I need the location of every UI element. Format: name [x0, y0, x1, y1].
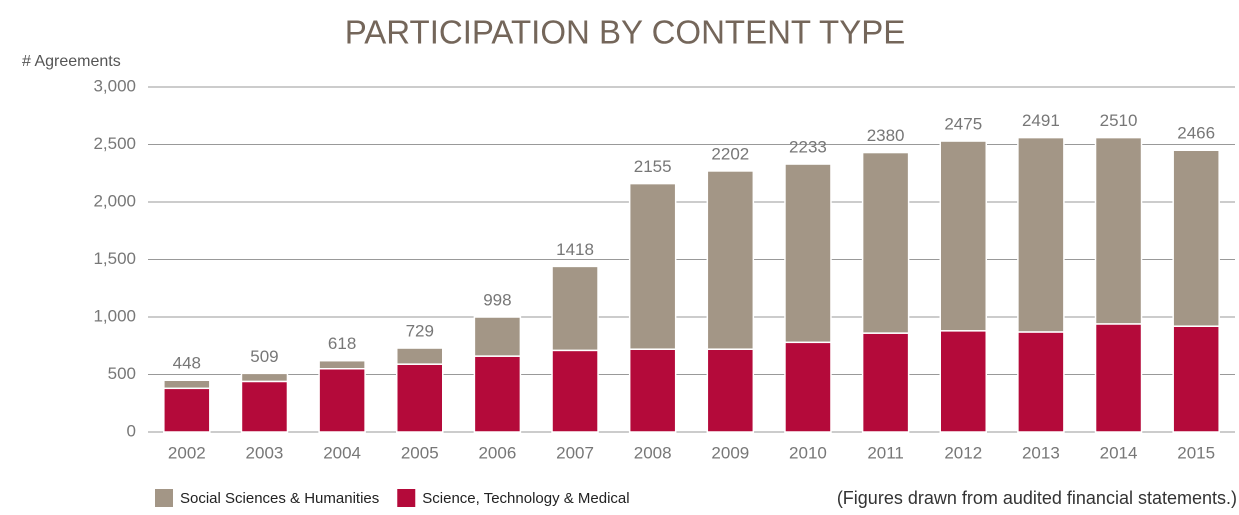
bar-segment [396, 363, 444, 433]
total-label: 729 [406, 322, 434, 341]
y-tick-label: 2,500 [93, 134, 136, 153]
bar-segment [1017, 331, 1065, 433]
chart-title: PARTICIPATION BY CONTENT TYPE [345, 14, 906, 51]
bar-segment [1094, 323, 1143, 433]
x-tick-label: 2014 [1100, 443, 1138, 462]
total-label: 2155 [634, 157, 672, 176]
total-label: 2491 [1022, 111, 1060, 130]
bar-segment [784, 341, 832, 433]
y-tick-label: 500 [108, 364, 136, 383]
total-label: 1418 [556, 240, 594, 259]
x-tick-label: 2006 [478, 443, 516, 462]
x-tick-label: 2013 [1022, 443, 1060, 462]
bar-segment [1017, 136, 1065, 333]
bar-segment [551, 265, 599, 352]
bar-segment [396, 347, 444, 365]
y-axis-label: # Agreements [22, 53, 121, 70]
bar-segment [1172, 149, 1220, 327]
bar-segment [784, 163, 832, 344]
y-tick-label: 2,000 [93, 191, 136, 210]
x-tick-label: 2007 [556, 443, 594, 462]
y-tick-label: 1,000 [93, 306, 136, 325]
x-tick-label: 2002 [168, 443, 206, 462]
bar-segment [473, 316, 522, 357]
bar-segment [318, 359, 366, 370]
total-label: 998 [483, 290, 511, 309]
bar-segment [939, 140, 987, 332]
bar-segment [240, 380, 289, 433]
x-tick-label: 2003 [246, 443, 284, 462]
total-label: 2202 [711, 144, 749, 163]
bar-segment [861, 332, 910, 433]
total-label: 2475 [944, 115, 982, 134]
x-tick-label: 2005 [401, 443, 439, 462]
bar-segment [163, 379, 211, 390]
x-tick-label: 2011 [867, 443, 904, 462]
y-tick-label: 1,500 [93, 249, 136, 268]
bar-segment [1172, 325, 1220, 433]
bar-segment [861, 151, 910, 334]
x-tick-label: 2008 [634, 443, 672, 462]
total-label: 618 [328, 334, 356, 353]
total-label: 2466 [1177, 124, 1215, 143]
bar-segment [1094, 136, 1143, 325]
y-tick-label: 0 [127, 421, 136, 440]
bar-segment [706, 170, 755, 350]
bar-segment [240, 372, 289, 383]
x-tick-label: 2010 [789, 443, 827, 462]
x-tick-label: 2004 [323, 443, 361, 462]
total-label: 2510 [1100, 111, 1138, 130]
total-label: 509 [250, 347, 278, 366]
x-tick-label: 2009 [711, 443, 749, 462]
legend-label: Social Sciences & Humanities [180, 490, 379, 507]
note: (Figures drawn from audited financial st… [837, 488, 1237, 508]
bar-segment [628, 182, 677, 350]
total-label: 2380 [867, 126, 905, 145]
legend-label: Science, Technology & Medical [422, 490, 629, 507]
x-tick-label: 2012 [944, 443, 982, 462]
legend-swatch [155, 489, 173, 507]
bar-segment [628, 348, 677, 433]
bar-segment [318, 368, 366, 433]
y-tick-label: 3,000 [93, 76, 136, 95]
bar-segment [706, 348, 755, 433]
bar-segment [163, 387, 211, 433]
total-label: 448 [173, 354, 201, 373]
bar-segment [939, 330, 987, 433]
x-tick-label: 2015 [1177, 443, 1215, 462]
total-label: 2233 [789, 138, 827, 157]
bar-segment [473, 355, 522, 433]
legend-swatch [397, 489, 416, 507]
bar-segment [551, 349, 599, 433]
